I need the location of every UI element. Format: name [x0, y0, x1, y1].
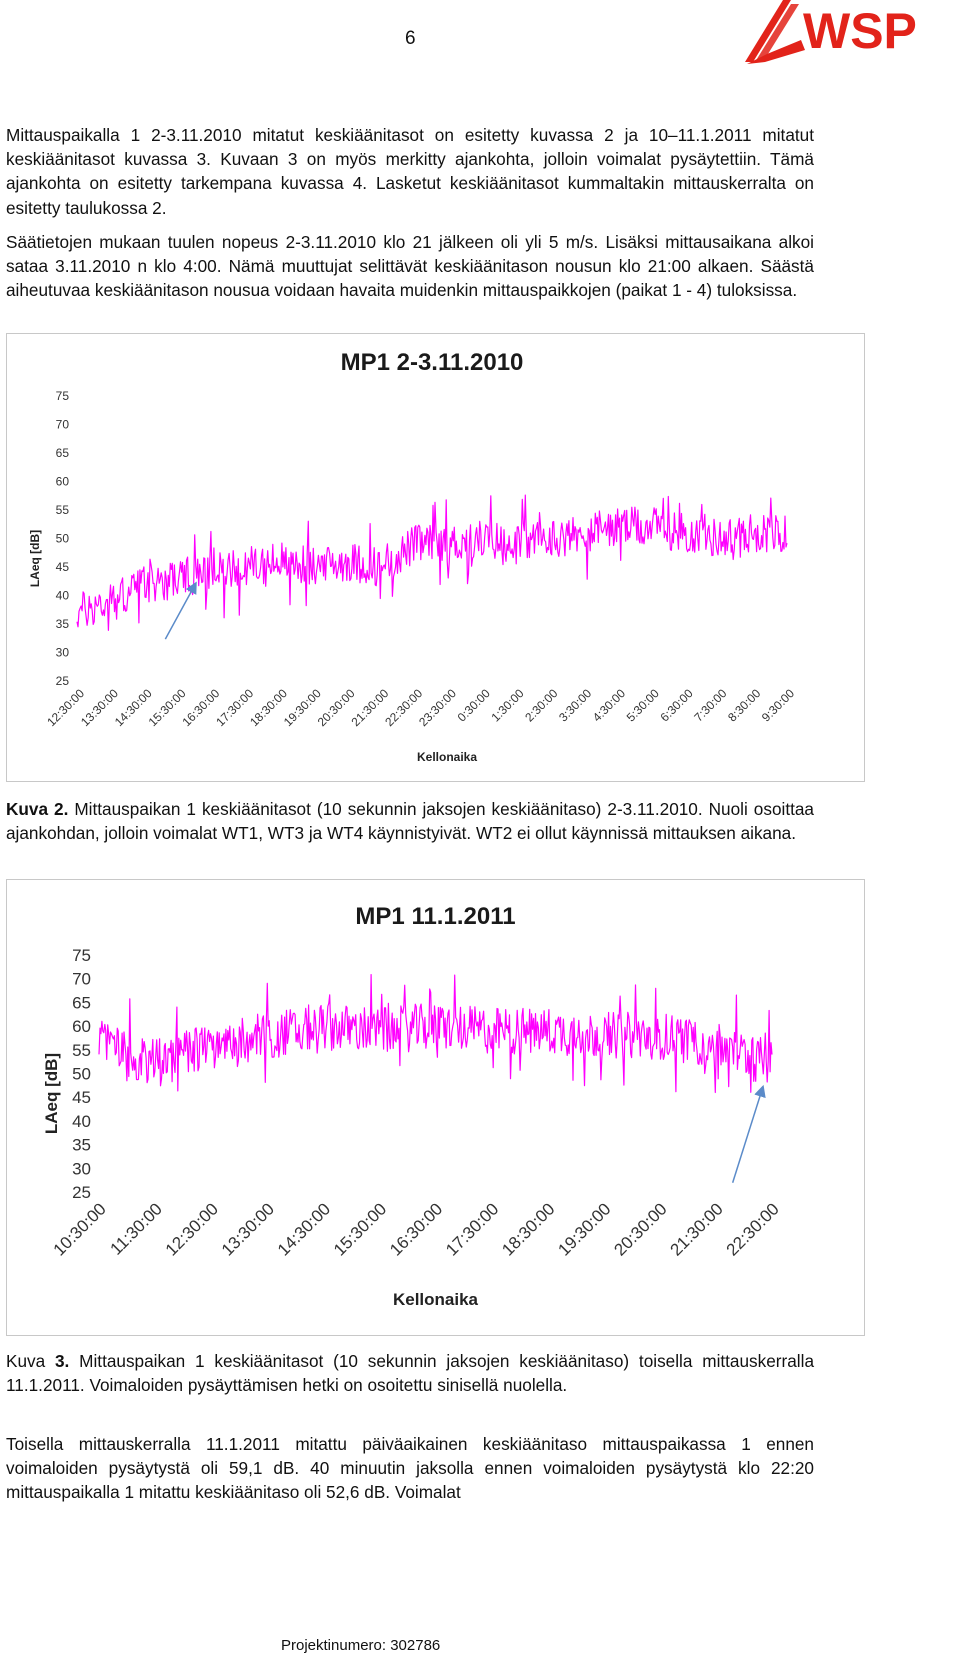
x-axis-label: Kellonaika [417, 750, 477, 764]
x-tick-label: 12:30:00 [162, 1199, 222, 1259]
paragraph-measurements: Mittauspaikalla 1 2-3.11.2010 mitatut ke… [6, 125, 814, 218]
x-tick-label: 5:30:00 [624, 686, 662, 724]
x-tick-label: 0:30:00 [455, 686, 493, 724]
logo-emblem-icon [745, 0, 805, 64]
y-tick-label: 50 [56, 532, 70, 546]
y-tick-label: 25 [72, 1183, 91, 1202]
page-number: 6 [405, 28, 416, 49]
y-tick-label: 40 [72, 1112, 91, 1131]
y-axis-label: LAeq [dB] [42, 1053, 61, 1134]
x-tick-label: 14:30:00 [274, 1199, 334, 1259]
paragraph-second-measurement: Toisella mittauskerralla 11.1.2011 mitat… [6, 1434, 814, 1503]
caption-figure-2-text: Mittauspaikan 1 keskiäänitasot (10 sekun… [6, 799, 814, 844]
chart-mp1-2011: MP1 11.1.2011 75 70 65 60 55 50 45 40 35 30 25 LAeq … [42, 903, 783, 1309]
y-tick-label: 60 [72, 1017, 91, 1036]
x-tick-label: 1:30:00 [488, 686, 526, 724]
logo-wordmark: WSP [803, 3, 917, 59]
chart-mp1-2010: MP1 2-3.11.2010 75 70 65 60 55 50 45 40 35 30 25 LAe… [28, 349, 797, 764]
x-tick-label: 7:30:00 [691, 686, 729, 724]
caption-figure-2-label: Kuva 2 [6, 799, 64, 819]
caption-figure-3-text: Mittauspaikan 1 keskiäänitasot (10 sekun… [6, 1351, 814, 1396]
caption-figure-2-dot: . [63, 799, 69, 819]
x-tick-label: 20:30:00 [610, 1199, 670, 1259]
y-tick-label: 45 [56, 560, 70, 574]
y-axis-label: LAeq [dB] [28, 530, 42, 587]
x-tick-label: 6:30:00 [657, 686, 695, 724]
x-tick-label: 10:30:00 [50, 1199, 110, 1259]
y-tick-label: 75 [72, 946, 91, 965]
chart-title: MP1 2-3.11.2010 [341, 349, 524, 376]
y-tick-label: 45 [72, 1088, 91, 1107]
y-tick-label: 25 [56, 674, 70, 688]
y-tick-label: 55 [56, 503, 70, 517]
caption-figure-3-number: 3. [55, 1351, 70, 1371]
y-tick-label: 60 [56, 475, 70, 489]
x-tick-label: 13:30:00 [218, 1199, 278, 1259]
x-tick-label: 2:30:00 [522, 686, 560, 724]
x-tick-label: 23:30:00 [416, 686, 459, 729]
x-axis-label: Kellonaika [393, 1290, 479, 1309]
y-tick-label: 55 [72, 1041, 91, 1060]
x-tick-label: 3:30:00 [556, 686, 594, 724]
x-tick-label: 16:30:00 [386, 1199, 446, 1259]
series-line [76, 494, 788, 631]
x-tick-label: 22:30:00 [723, 1199, 783, 1259]
x-tick-label: 11:30:00 [107, 1199, 166, 1258]
x-tick-label: 19:30:00 [554, 1199, 614, 1259]
annotation-arrow [731, 1084, 766, 1183]
chart-title: MP1 11.1.2011 [355, 903, 515, 930]
y-tick-label: 40 [56, 589, 70, 603]
y-tick-label: 50 [72, 1064, 91, 1083]
x-tick-label: 15:30:00 [330, 1199, 390, 1259]
x-tick-label: 9:30:00 [759, 686, 797, 724]
y-tick-label: 30 [72, 1159, 91, 1178]
x-tick-label: 17:30:00 [442, 1199, 502, 1259]
series-line [98, 973, 773, 1094]
y-tick-label: 70 [56, 418, 70, 432]
y-tick-label: 75 [56, 389, 70, 403]
x-tick-label: 18:30:00 [498, 1199, 558, 1259]
caption-figure-2: Kuva 2. Mittauspaikan 1 keskiäänitasot (… [6, 797, 814, 845]
caption-figure-3-label: Kuva [6, 1351, 55, 1371]
paragraph-weather: Säätietojen mukaan tuulen nopeus 2-3.11.… [6, 232, 814, 301]
y-tick-label: 70 [72, 970, 91, 989]
caption-figure-3: Kuva 3. Mittauspaikan 1 keskiäänitasot (… [6, 1349, 814, 1397]
annotation-arrow [164, 581, 197, 640]
y-tick-label: 35 [56, 617, 70, 631]
x-tick-label: 21:30:00 [667, 1199, 727, 1259]
x-tick-label: 4:30:00 [590, 686, 628, 724]
y-tick-label: 65 [72, 993, 91, 1012]
x-tick-label: 8:30:00 [725, 686, 763, 724]
figure-2-chart: MP1 2-3.11.2010 75 70 65 60 55 50 45 40 35 30 25 LAe… [6, 333, 865, 782]
y-tick-label: 65 [56, 446, 70, 460]
wsp-logo: WSP [745, 0, 917, 64]
project-number: Projektinumero: 302786 [281, 1637, 441, 1654]
figure-3-chart: MP1 11.1.2011 75 70 65 60 55 50 45 40 35 30 25 LAeq … [6, 879, 865, 1336]
y-tick-label: 30 [56, 646, 70, 660]
y-tick-label: 35 [72, 1136, 91, 1155]
